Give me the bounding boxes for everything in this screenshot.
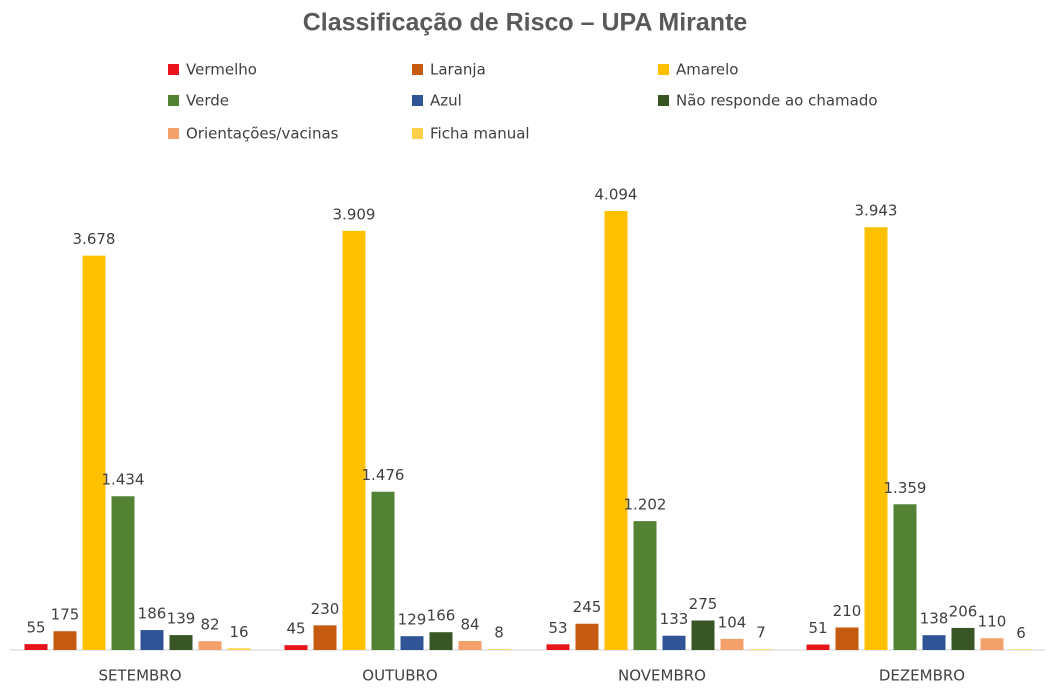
legend-swatch: [412, 128, 423, 139]
bar: [749, 649, 773, 650]
data-label: 3.909: [333, 205, 376, 223]
bar: [575, 623, 599, 650]
data-label: 1.202: [624, 496, 667, 514]
bar: [140, 630, 164, 650]
bar: [82, 255, 106, 651]
bar: [720, 638, 744, 650]
legend-swatch: [412, 64, 423, 75]
legend-label: Laranja: [430, 61, 486, 79]
bar: [198, 641, 222, 650]
data-label: 245: [573, 598, 602, 616]
bar: [371, 491, 395, 650]
bar: [24, 644, 48, 650]
bar: [691, 620, 715, 650]
data-label: 110: [978, 613, 1007, 631]
data-label: 129: [398, 611, 427, 629]
data-label: 6: [1016, 624, 1026, 642]
legend-label: Vermelho: [186, 61, 257, 79]
data-label: 7: [756, 624, 766, 642]
data-label: 8: [494, 624, 504, 642]
bar: [400, 636, 424, 650]
bar: [922, 635, 946, 650]
data-label: 275: [689, 595, 718, 613]
legend-swatch: [168, 64, 179, 75]
x-tick-label: SETEMBRO: [98, 667, 181, 685]
x-tick-label: OUTUBRO: [362, 667, 437, 685]
bar: [864, 227, 888, 650]
data-label: 3.678: [73, 230, 116, 248]
data-label: 84: [460, 615, 479, 633]
legend-label: Não responde ao chamado: [676, 92, 878, 110]
data-label: 166: [427, 607, 456, 625]
bar: [227, 648, 251, 650]
chart-title: Classificação de Risco – UPA Mirante: [303, 9, 748, 37]
bar: [662, 635, 686, 650]
data-label: 16: [229, 623, 248, 641]
bar: [835, 627, 859, 650]
bar: [546, 644, 570, 650]
data-label: 210: [833, 602, 862, 620]
data-label: 4.094: [595, 186, 638, 204]
bar: [458, 640, 482, 650]
bar: [53, 631, 77, 650]
bar: [313, 625, 337, 650]
bar: [342, 230, 366, 650]
data-label: 104: [718, 613, 747, 631]
data-label: 206: [949, 602, 978, 620]
x-tick-label: NOVEMBRO: [618, 667, 706, 685]
legend-label: Verde: [186, 92, 229, 110]
legend-label: Amarelo: [676, 61, 738, 79]
bar: [169, 635, 193, 650]
bar: [1009, 649, 1033, 650]
legend-swatch: [412, 95, 423, 106]
legend-label: Azul: [430, 92, 462, 110]
data-label: 3.943: [855, 202, 898, 220]
data-label: 51: [808, 619, 827, 637]
data-label: 1.359: [884, 479, 927, 497]
data-label: 133: [660, 610, 689, 628]
bar: [604, 211, 628, 650]
bar: [980, 638, 1004, 650]
bar: [487, 649, 511, 650]
data-label: 1.434: [102, 471, 145, 489]
legend-swatch: [168, 95, 179, 106]
data-label: 55: [26, 619, 45, 637]
bar: [893, 504, 917, 650]
data-label: 139: [167, 610, 196, 628]
bar: [284, 645, 308, 650]
bar: [633, 521, 657, 650]
legend-swatch: [168, 128, 179, 139]
bar: [806, 644, 830, 650]
bar: [111, 496, 135, 650]
data-label: 186: [138, 605, 167, 623]
bar: [429, 632, 453, 650]
x-tick-label: DEZEMBRO: [879, 667, 965, 685]
bar: [951, 627, 975, 650]
data-label: 82: [200, 616, 219, 634]
data-label: 1.476: [362, 466, 405, 484]
data-label: 45: [286, 620, 305, 638]
data-label: 175: [51, 606, 80, 624]
legend-label: Orientações/vacinas: [186, 125, 339, 143]
legend-swatch: [658, 95, 669, 106]
legend-label: Ficha manual: [430, 125, 530, 143]
data-label: 53: [548, 619, 567, 637]
legend-swatch: [658, 64, 669, 75]
data-label: 230: [311, 600, 340, 618]
data-label: 138: [920, 610, 949, 628]
